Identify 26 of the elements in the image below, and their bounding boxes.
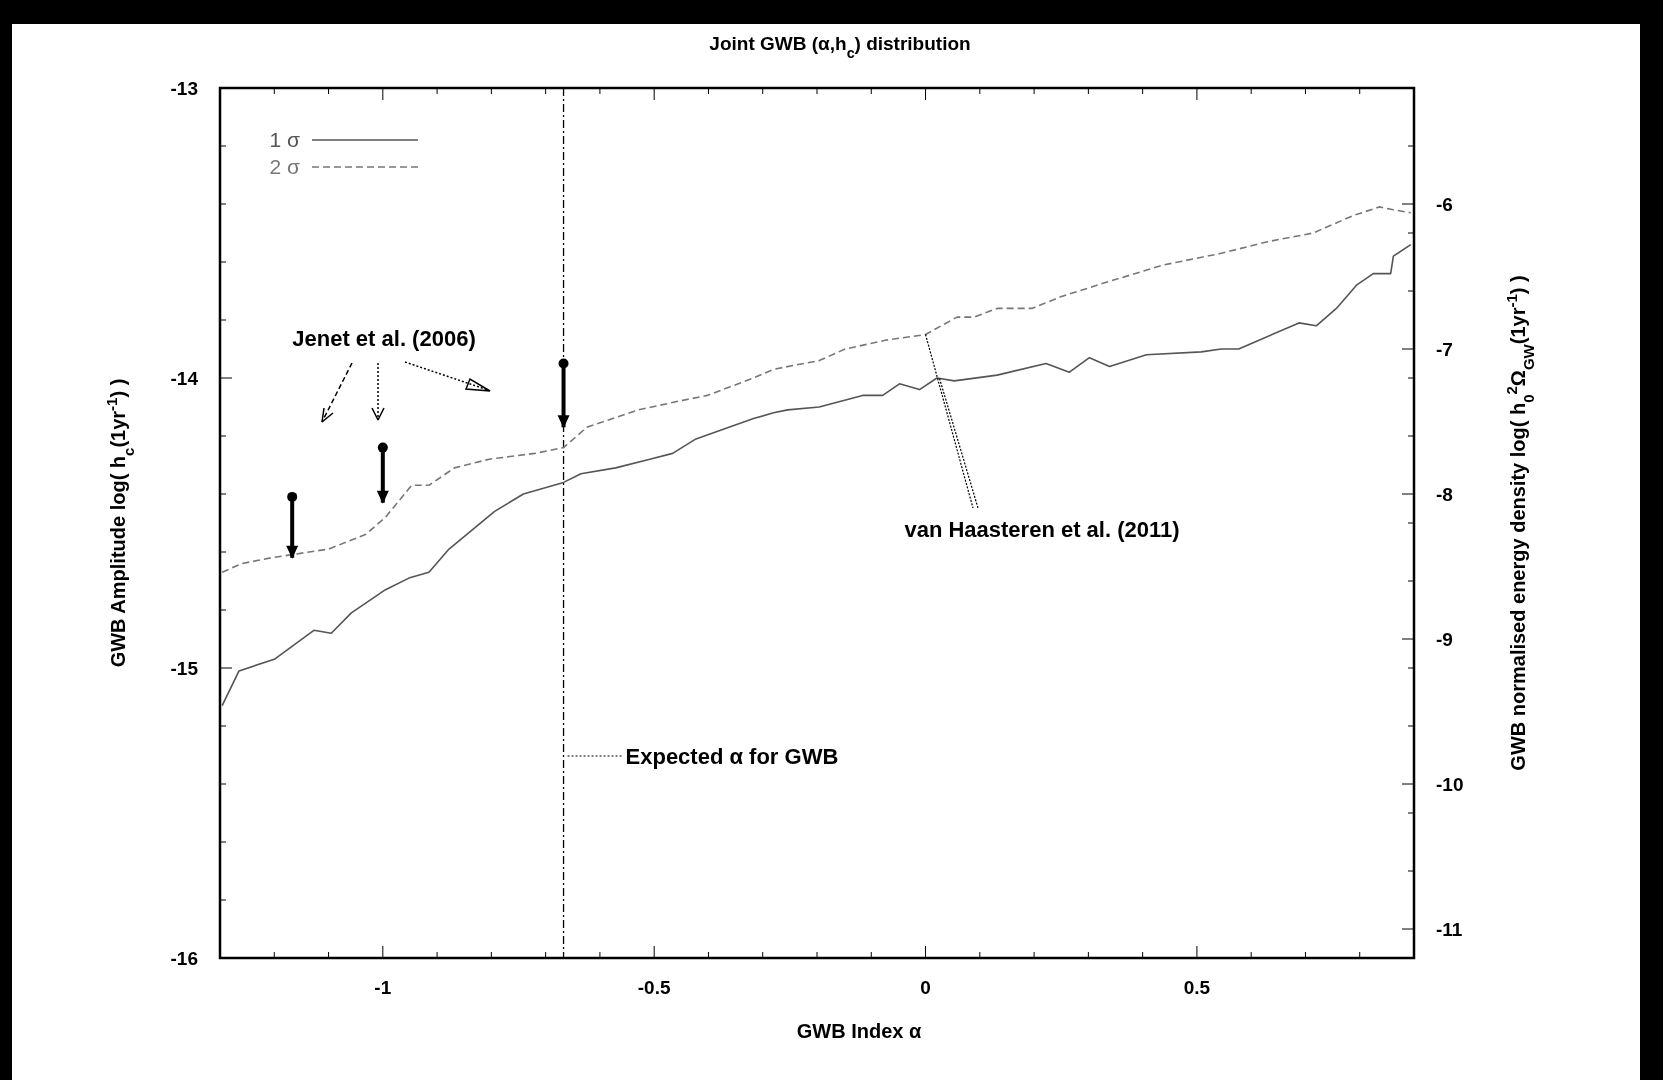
y2-tick-label: -11 [1436,919,1463,940]
y2-tick-label: -10 [1436,774,1464,795]
annotation: van Haasteren et al. (2011) [904,517,1180,542]
chart-title: Joint GWB (α,h$_{c}$) distribution [709,33,971,61]
y2-tick-label: -7 [1436,339,1453,360]
y2-tick-label: -6 [1436,194,1453,215]
x-tick-label: -0.5 [637,977,671,998]
text: 2 σ [269,155,301,178]
y-tick-label: -13 [170,78,198,99]
x-tick-label: -1 [374,977,392,998]
annotation: Jenet et al. (2006) [292,326,476,351]
x-tick-label: 0 [920,977,931,998]
point [287,491,298,502]
line-series [221,243,1412,707]
x-tick-label: 0.5 [1183,977,1211,998]
y-tick-label: -16 [170,948,198,969]
y2-tick-label: -8 [1436,484,1453,505]
point [377,442,388,453]
y2-tick-label: -9 [1436,629,1453,650]
point [558,358,569,369]
y-tick-label: -15 [170,658,199,679]
x-axis-title: GWB Index α [796,1020,922,1042]
ref-line-label: Expected α for GWB [625,744,839,769]
y-tick-label: -14 [170,368,199,389]
line-series [221,206,1412,574]
text: 1 σ [269,128,301,151]
